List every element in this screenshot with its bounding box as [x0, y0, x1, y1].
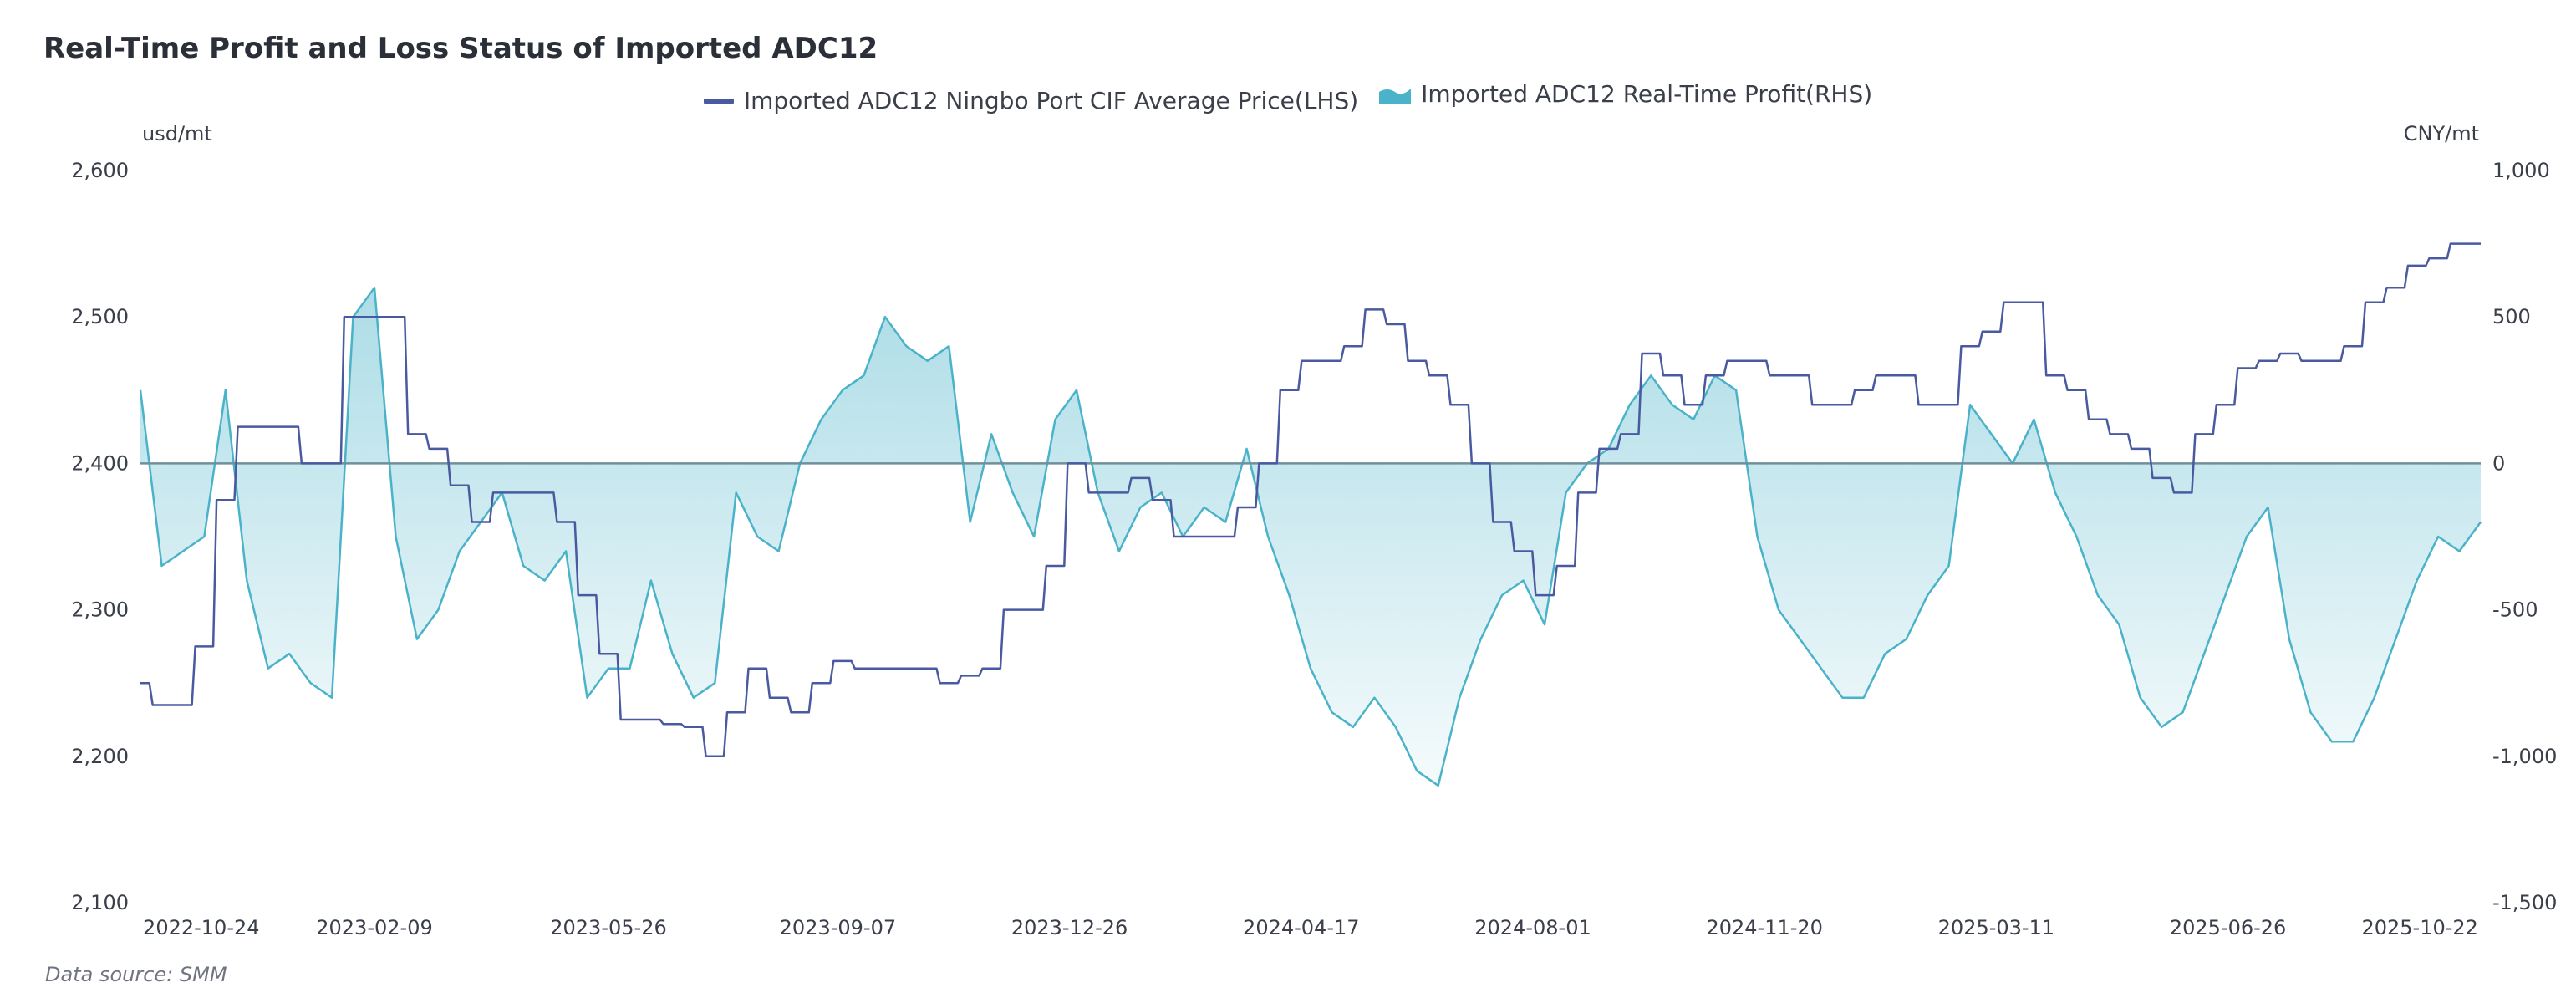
x-tick-label: 2023-09-07	[780, 916, 896, 939]
legend-label-profit: Imported ADC12 Real-Time Profit(RHS)	[1421, 80, 1873, 108]
legend-item-price[interactable]: Imported ADC12 Ningbo Port CIF Average P…	[703, 87, 1359, 115]
right-axis: 1,000 500 0 -500 -1,000 -1,500	[2492, 159, 2557, 914]
area-icon	[1379, 88, 1412, 104]
right-tick-label: -1,500	[2492, 891, 2557, 914]
legend: Imported ADC12 Ningbo Port CIF Average P…	[0, 80, 2576, 115]
left-tick-label: 2,100	[71, 891, 129, 914]
left-tick-label: 2,400	[71, 451, 129, 475]
x-tick-label: 2024-11-20	[1706, 916, 1822, 939]
chart-title: Real-Time Profit and Loss Status of Impo…	[43, 32, 878, 65]
left-tick-label: 2,200	[71, 745, 129, 768]
right-tick-label: -500	[2492, 598, 2538, 622]
left-tick-label: 2,500	[71, 305, 129, 328]
line-icon	[703, 98, 734, 104]
x-tick-label: 2024-04-17	[1243, 916, 1359, 939]
left-axis-unit: usd/mt	[142, 122, 212, 145]
right-axis-unit: CNY/mt	[2404, 122, 2479, 145]
right-tick-label: 1,000	[2492, 159, 2550, 182]
x-tick-label: 2025-06-26	[2170, 916, 2286, 939]
right-tick-label: 0	[2492, 451, 2505, 475]
x-tick-label: 2023-05-26	[550, 916, 666, 939]
x-tick-label: 2025-10-22	[2361, 916, 2477, 939]
left-tick-label: 2,300	[71, 598, 129, 622]
profit-area-fill	[140, 288, 2481, 786]
legend-label-price: Imported ADC12 Ningbo Port CIF Average P…	[743, 87, 1359, 115]
profit-area-layer	[139, 286, 2482, 787]
left-axis: 2,600 2,500 2,400 2,300 2,200 2,100	[71, 159, 129, 914]
x-axis: 2022-10-24 2023-02-09 2023-05-26 2023-09-07…	[143, 916, 2478, 939]
left-tick-label: 2,600	[71, 159, 129, 182]
x-tick-label: 2023-02-09	[316, 916, 432, 939]
legend-item-profit[interactable]: Imported ADC12 Real-Time Profit(RHS)	[1379, 80, 1872, 108]
right-tick-label: -1,000	[2492, 745, 2557, 768]
right-tick-label: 500	[2492, 305, 2531, 328]
price-line-layer	[140, 242, 2482, 758]
x-tick-label: 2022-10-24	[143, 916, 259, 939]
data-source-note: Data source: SMM	[45, 963, 227, 986]
x-tick-label: 2024-08-01	[1474, 916, 1591, 939]
x-tick-label: 2025-03-11	[1938, 916, 2054, 939]
x-tick-label: 2023-12-26	[1011, 916, 1128, 939]
